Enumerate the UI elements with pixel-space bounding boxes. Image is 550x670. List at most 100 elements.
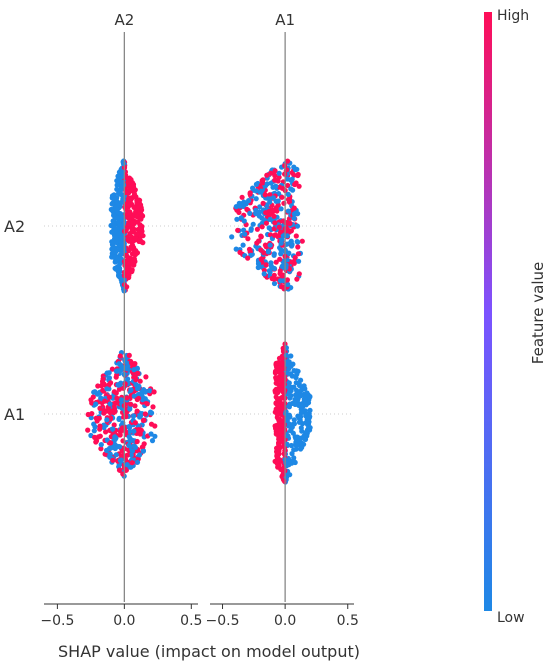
shap-point <box>109 366 115 372</box>
shap-point <box>118 187 124 193</box>
shap-point <box>272 168 278 174</box>
shap-point <box>126 260 132 266</box>
shap-point <box>284 415 290 421</box>
shap-point <box>264 172 270 178</box>
shap-point <box>283 352 289 358</box>
shap-point <box>271 251 277 257</box>
shap-point <box>275 198 281 204</box>
shap-point <box>116 272 122 278</box>
shap-point <box>114 207 120 213</box>
shap-point <box>266 225 272 231</box>
shap-point <box>289 241 295 248</box>
shap-point <box>272 173 278 179</box>
shap-point <box>298 425 304 431</box>
shap-point <box>263 262 269 268</box>
shap-point <box>288 228 294 234</box>
shap-point <box>137 414 143 420</box>
shap-point <box>273 426 279 432</box>
shap-point <box>281 389 287 396</box>
shap-point <box>289 451 295 457</box>
shap-point <box>246 198 252 204</box>
shap-point <box>131 256 137 262</box>
shap-point <box>277 430 283 436</box>
x-tick-label: 0.5 <box>180 613 202 629</box>
shap-point <box>229 234 235 240</box>
shap-point <box>132 444 138 450</box>
x-tick-label: 0.0 <box>274 613 296 629</box>
shap-point <box>127 406 133 412</box>
shap-point <box>92 389 98 395</box>
shap-point <box>91 428 97 434</box>
x-axis-label: SHAP value (impact on model output) <box>58 642 360 661</box>
shap-point <box>131 191 138 197</box>
shap-point <box>116 386 122 392</box>
shap-point <box>137 452 143 458</box>
shap-point <box>276 416 282 422</box>
x-tick-label: 0.5 <box>337 613 359 629</box>
shap-point <box>113 239 119 245</box>
shap-point <box>134 231 140 237</box>
shap-point <box>129 448 135 454</box>
shap-point <box>264 181 270 187</box>
shap-point <box>291 458 297 464</box>
shap-point <box>148 421 155 427</box>
shap-point <box>276 170 282 176</box>
shap-point <box>299 444 305 451</box>
shap-point <box>126 434 132 440</box>
shap-point <box>128 360 135 366</box>
shap-point <box>117 362 124 368</box>
shap-point <box>137 224 143 230</box>
shap-point <box>253 188 259 194</box>
shap-point <box>100 376 106 382</box>
shap-point <box>250 185 256 191</box>
shap-point <box>139 212 145 218</box>
shap-point <box>125 221 131 227</box>
shap-point <box>278 206 284 212</box>
shap-point <box>124 395 130 401</box>
shap-point <box>119 448 125 454</box>
shap-point <box>140 444 146 450</box>
shap-point <box>295 172 301 179</box>
shap-point <box>109 239 115 245</box>
shap-point <box>281 422 287 428</box>
shap-point <box>108 440 114 446</box>
shap-point <box>93 401 99 407</box>
shap-point <box>297 393 303 399</box>
shap-point <box>147 388 153 394</box>
shap-point <box>150 404 156 410</box>
shap-point <box>128 188 134 194</box>
shap-point <box>148 431 154 437</box>
shap-point <box>113 266 119 272</box>
shap-point <box>276 174 282 180</box>
shap-point <box>92 434 98 440</box>
shap-point <box>126 424 132 430</box>
shap-point <box>300 409 306 415</box>
shap-point <box>125 256 131 262</box>
shap-point <box>294 387 300 394</box>
shap-point <box>102 398 108 404</box>
shap-point <box>128 244 134 250</box>
shap-point <box>107 454 113 460</box>
shap-point <box>291 368 297 374</box>
shap-point <box>97 405 103 411</box>
shap-point <box>272 220 278 226</box>
shap-point <box>128 197 134 203</box>
x-tick-label: −0.5 <box>40 613 74 629</box>
shap-point <box>132 374 138 380</box>
shap-point <box>250 221 256 227</box>
shap-point <box>139 397 146 403</box>
shap-point <box>124 284 130 290</box>
shap-point <box>293 233 299 239</box>
shap-point <box>274 458 280 465</box>
shap-point <box>285 191 291 197</box>
shap-point <box>274 365 280 371</box>
shap-point <box>126 352 132 358</box>
shap-point <box>241 218 247 224</box>
shap-point <box>291 215 297 221</box>
shap-point <box>134 408 140 414</box>
shap-point <box>294 276 300 282</box>
shap-point <box>262 192 268 198</box>
shap-point <box>120 161 127 167</box>
shap-point <box>289 176 295 182</box>
